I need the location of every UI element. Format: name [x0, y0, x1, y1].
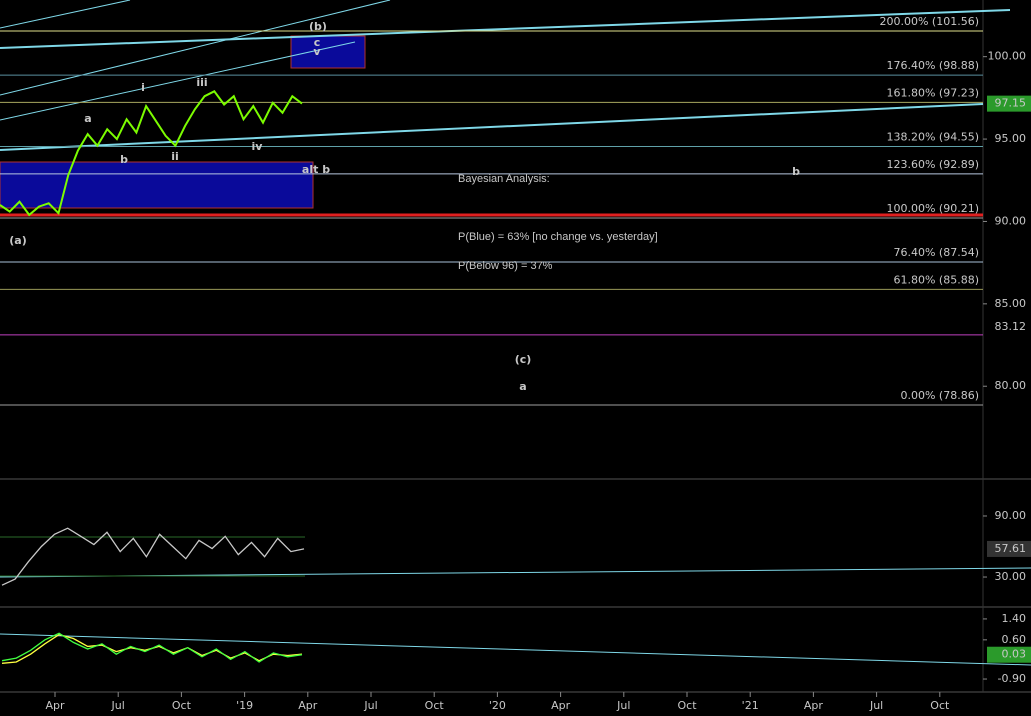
x-tick-label: '20 — [489, 699, 506, 712]
x-tick-label: Jul — [869, 699, 883, 712]
y-tick-label: -0.90 — [998, 672, 1026, 685]
series-line — [1, 632, 303, 663]
x-tick-label: Oct — [930, 699, 950, 712]
x-tick-label: '19 — [236, 699, 253, 712]
last-value-box — [987, 540, 1031, 557]
wave-label: (a) — [9, 234, 26, 247]
trend-line — [0, 103, 984, 151]
level-label: 123.60% (92.89) — [886, 158, 979, 171]
last-value-box — [987, 646, 1031, 663]
wave-label: c — [314, 36, 321, 49]
last-value-label: 57.61 — [995, 542, 1027, 555]
x-tick-label: '21 — [742, 699, 759, 712]
y-tick-label: 85.00 — [995, 297, 1027, 310]
y-tick-label: 95.00 — [995, 132, 1027, 145]
wave-label: (b) — [309, 20, 327, 33]
level-label: 100.00% (90.21) — [886, 202, 979, 215]
y-tick-label: 100.00 — [988, 50, 1027, 63]
series-line — [0, 90, 303, 217]
x-tick-label: Jul — [363, 699, 377, 712]
wave-label: iii — [196, 76, 207, 89]
level-label: 200.00% (101.56) — [879, 15, 979, 28]
wave-label: a — [84, 112, 91, 125]
level-label: 176.40% (98.88) — [886, 59, 979, 72]
annotation: Bayesian Analysis: — [458, 173, 550, 185]
level-label: 161.80% (97.23) — [886, 86, 979, 99]
wave-label: alt b — [302, 163, 330, 176]
wave-label: i — [141, 81, 145, 94]
level-label: 0.00% (78.86) — [900, 389, 979, 402]
wave-label: v — [313, 45, 321, 58]
b-box — [290, 35, 366, 69]
annotation: P(Blue) = 63% [no change vs. yesterday] — [458, 231, 658, 243]
y-tick-label: 80.00 — [995, 379, 1027, 392]
y-tick-label: 0.60 — [1002, 633, 1027, 646]
x-tick-label: Apr — [551, 699, 571, 712]
y-tick-label: 90.00 — [995, 509, 1027, 522]
x-tick-label: Apr — [45, 699, 65, 712]
x-tick-label: Jul — [616, 699, 630, 712]
x-tick-label: Apr — [804, 699, 824, 712]
trend-line — [0, 0, 391, 96]
wave-label: b — [792, 165, 800, 178]
wave-label: (c) — [515, 353, 532, 366]
last-value-label: 0.03 — [1002, 648, 1027, 661]
x-tick-label: Apr — [298, 699, 318, 712]
x-tick-label: Oct — [677, 699, 697, 712]
trend-line — [0, 41, 356, 121]
wave-label: b — [120, 153, 128, 166]
wave-label: ii — [171, 150, 179, 163]
x-tick-label: Oct — [172, 699, 192, 712]
level-label: 138.20% (94.55) — [886, 130, 979, 143]
wave-label: iv — [252, 140, 264, 153]
alt-b-box — [0, 161, 314, 209]
x-tick-label: Oct — [425, 699, 445, 712]
trend-line — [0, 9, 1011, 49]
wave-label: a — [519, 380, 526, 393]
x-tick-label: Jul — [111, 699, 125, 712]
series-line — [1, 527, 305, 586]
level-label: 83.12 — [995, 320, 1027, 333]
level-label: 61.80% (85.88) — [893, 273, 979, 286]
last-value-label: 97.15 — [995, 97, 1027, 110]
y-tick-label: 1.40 — [1002, 612, 1027, 625]
y-tick-label: 90.00 — [995, 214, 1027, 227]
trend-line — [0, 0, 131, 29]
level-label: 76.40% (87.54) — [893, 246, 979, 259]
trend-line — [0, 633, 1031, 666]
last-value-box — [987, 95, 1031, 112]
y-tick-label: 30.00 — [995, 570, 1027, 583]
annotation: P(Below 96) = 37% — [458, 260, 553, 272]
level-label-box — [987, 326, 1031, 343]
